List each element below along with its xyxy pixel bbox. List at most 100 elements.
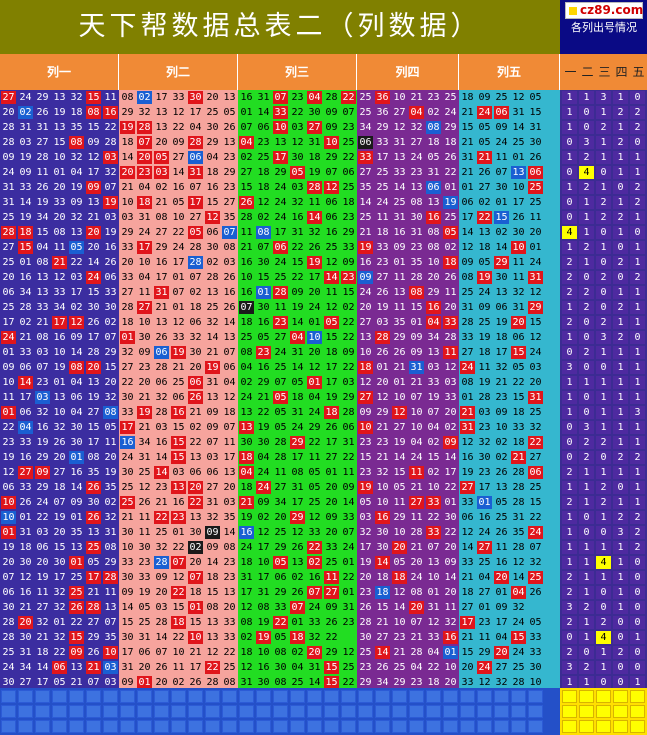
summary-cell: 1 <box>613 556 628 569</box>
grid-cell: 23 <box>359 662 372 673</box>
summary-cell: 1 <box>579 496 594 509</box>
grid-cell: 01 <box>410 317 423 328</box>
summary-cell: 1 <box>579 211 594 224</box>
grid-cell: 32 <box>121 347 134 358</box>
grid-cell: 27 <box>36 602 49 613</box>
footer-summary-empty-cell <box>613 690 628 703</box>
grid-cell: 06 <box>257 122 270 133</box>
grid-cell: 27 <box>376 632 389 643</box>
grid-cell: 21 <box>138 422 151 433</box>
grid-cell: 11 <box>138 512 151 523</box>
summary-cell: 4 <box>596 556 611 569</box>
grid-cell: 06 <box>2 482 15 493</box>
footer-summary-empty-cell <box>596 705 611 718</box>
grid-cell: 02 <box>172 677 185 688</box>
summary-cell: 1 <box>579 226 594 239</box>
summary-cell: 2 <box>630 181 645 194</box>
grid-cell: 06 <box>494 106 509 119</box>
grid-cell: 16 <box>393 227 406 238</box>
grid-cell: 30 <box>138 542 151 553</box>
grid-cell: 20 <box>137 151 152 164</box>
grid-cell: 30 <box>121 527 134 538</box>
grid-cell: 33 <box>512 422 525 433</box>
grid-cell: 10 <box>103 646 118 659</box>
grid-cell: 28 <box>410 527 423 538</box>
grid-cell: 19 <box>461 467 474 478</box>
grid-cell: 23 <box>36 377 49 388</box>
grid-cell: 32 <box>308 632 321 643</box>
footer-empty-cell <box>409 720 424 733</box>
footer-empty-cell <box>1 690 16 703</box>
summary-cell: 2 <box>630 451 645 464</box>
grid-cell: 12 <box>461 437 474 448</box>
summary-cell: 1 <box>596 151 611 164</box>
footer-empty-cell <box>358 705 373 718</box>
grid-cell: 12 <box>308 512 321 523</box>
grid-cell: 23 <box>359 467 372 478</box>
grid-cell: 28 <box>137 121 152 134</box>
grid-cell: 28 <box>206 272 219 283</box>
grid-cell: 32 <box>155 542 168 553</box>
grid-cell: 22 <box>342 332 355 343</box>
grid-cell: 21 <box>461 572 474 583</box>
grid-cell: 09 <box>70 197 83 208</box>
grid-cell: 01 <box>1 406 16 419</box>
grid-cell: 17 <box>460 616 475 629</box>
grid-cell: 18 <box>375 586 390 599</box>
grid-cell: 09 <box>206 542 219 553</box>
grid-cell: 01 <box>291 617 304 628</box>
footer-empty-cell <box>222 720 237 733</box>
grid-cell: 21 <box>155 197 168 208</box>
grid-cell: 30 <box>359 632 372 643</box>
grid-cell: 26 <box>239 196 254 209</box>
grid-cell: 11 <box>393 272 406 283</box>
grid-cell: 12 <box>324 181 339 194</box>
grid-cell: 24 <box>376 197 389 208</box>
summary-cell: 0 <box>579 511 594 524</box>
summary-cell: 1 <box>596 541 611 554</box>
grid-cell: 27 <box>155 227 168 238</box>
grid-cell: 19 <box>104 467 117 478</box>
column-header-3: 列三 <box>238 54 357 90</box>
grid-cell: 10 <box>138 257 151 268</box>
grid-cell: 17 <box>87 437 100 448</box>
summary-cell: 0 <box>562 451 577 464</box>
grid-cell: 18 <box>376 572 389 583</box>
summary-cell: 1 <box>630 346 645 359</box>
grid-cell: 32 <box>70 212 83 223</box>
grid-cell: 01 <box>461 182 474 193</box>
grid-cell: 16 <box>103 106 118 119</box>
summary-cell: 1 <box>630 241 645 254</box>
grid-cell: 07 <box>104 617 117 628</box>
summary-cell: 1 <box>579 256 594 269</box>
grid-cell: 30 <box>512 227 525 238</box>
site-badge[interactable]: cz89.com <box>565 2 643 19</box>
grid-cell: 16 <box>120 436 135 449</box>
grid-cell: 21 <box>460 406 475 419</box>
grid-cell: 14 <box>121 602 134 613</box>
grid-cell: 18 <box>206 572 219 583</box>
footer-empty-cell <box>443 720 458 733</box>
grid-cell: 28 <box>36 152 49 163</box>
grid-cell: 15 <box>529 317 542 328</box>
grid-cell: 07 <box>171 556 186 569</box>
grid-cell: 12 <box>2 467 15 478</box>
grid-cell: 21 <box>86 661 101 674</box>
footer-empty-cell <box>18 690 33 703</box>
grid-cell: 03 <box>206 452 219 463</box>
grid-cell: 25 <box>70 572 83 583</box>
grid-cell: 01 <box>342 557 355 568</box>
grid-cell: 02 <box>189 287 202 298</box>
grid-cell: 14 <box>461 542 474 553</box>
grid-cell: 25 <box>120 496 135 509</box>
grid-cell: 20 <box>444 542 457 553</box>
column-header-5: 列五 <box>459 54 560 90</box>
grid-cell: 16 <box>291 212 304 223</box>
summary-cell: 2 <box>562 586 577 599</box>
grid-cell: 30 <box>121 632 134 643</box>
grid-cell: 33 <box>308 617 321 628</box>
summary-cell: 2 <box>596 496 611 509</box>
grid-cell: 18 <box>240 482 253 493</box>
summary-cell: 0 <box>562 166 577 179</box>
summary-cell: 0 <box>630 601 645 614</box>
